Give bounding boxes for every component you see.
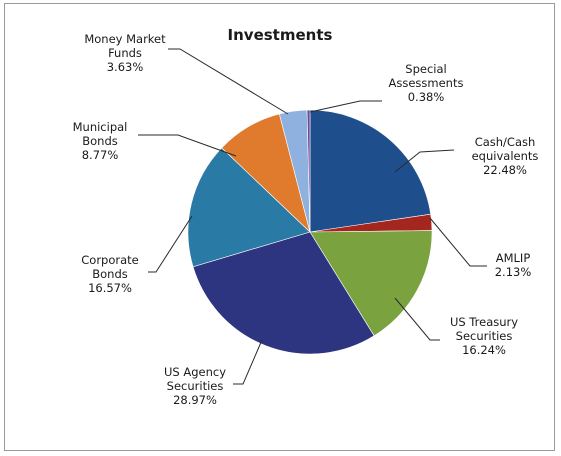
slice-label-3: US Agency Securities 28.97% — [164, 365, 226, 407]
slice-name-line: US Treasury — [450, 315, 518, 329]
slice-name-line: Funds — [108, 46, 142, 60]
pie-slice-0 — [309, 109, 432, 233]
slice-label-1: AMLIP 2.13% — [495, 251, 532, 279]
leader-line-1 — [429, 217, 487, 267]
slice-name-line: Cash/Cash — [475, 135, 536, 149]
pie-slice-3 — [192, 231, 375, 355]
leader-line-7 — [309, 100, 382, 113]
slice-name-line: Bonds — [92, 267, 128, 281]
chart-title: Investments — [228, 26, 333, 44]
slice-name-line: Corporate — [81, 253, 139, 267]
leader-line-2 — [394, 297, 440, 341]
slice-label-4: Corporate Bonds 16.57% — [81, 253, 139, 295]
slice-percent: 16.57% — [88, 281, 132, 295]
slice-label-7: Special Assessments 0.38% — [389, 62, 464, 104]
slice-percent: 22.48% — [483, 163, 527, 177]
slice-name-line: Bonds — [82, 134, 118, 148]
slice-name-line: Securities — [167, 379, 224, 393]
slice-percent: 28.97% — [173, 393, 217, 407]
slice-name-line: Assessments — [389, 76, 464, 90]
slice-name-line: Money Market — [84, 32, 166, 46]
slice-label-2: US Treasury Securities 16.24% — [450, 315, 518, 357]
slice-name-line: Municipal — [73, 120, 128, 134]
slice-name-line: equivalents — [472, 149, 539, 163]
pie-slice-4 — [187, 147, 311, 268]
pie-slice-7 — [306, 109, 311, 233]
slice-percent: 3.63% — [107, 60, 144, 74]
pie-slice-2 — [309, 230, 433, 337]
leader-line-0 — [394, 149, 455, 173]
slice-percent: 2.13% — [495, 265, 532, 279]
slice-percent: 8.77% — [82, 148, 119, 162]
leader-line-5 — [138, 134, 237, 157]
slice-name-line: Special — [405, 62, 446, 76]
slice-name-line: US Agency — [164, 365, 226, 379]
slice-percent: 0.38% — [408, 90, 445, 104]
leader-line-6 — [168, 48, 289, 115]
slice-label-0: Cash/Cash equivalents 22.48% — [472, 135, 539, 177]
slice-percent: 16.24% — [462, 343, 506, 357]
leader-line-4 — [148, 215, 193, 273]
leader-line-3 — [233, 339, 263, 385]
slice-label-5: Municipal Bonds 8.77% — [73, 120, 128, 162]
slice-name-line: AMLIP — [496, 251, 531, 265]
slice-label-6: Money Market Funds 3.63% — [84, 32, 166, 74]
slice-name-line: Securities — [456, 329, 513, 343]
